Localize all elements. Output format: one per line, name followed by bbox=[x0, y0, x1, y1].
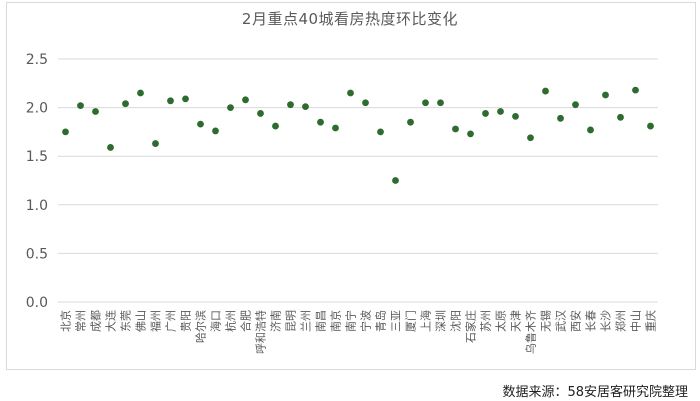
data-point bbox=[467, 130, 474, 138]
data-point bbox=[92, 108, 99, 115]
data-point bbox=[437, 99, 444, 107]
y-tick-label: 0.0 bbox=[26, 295, 48, 311]
y-tick-label: 1.0 bbox=[26, 198, 48, 214]
data-point bbox=[632, 86, 639, 94]
x-category-label: 三亚 bbox=[390, 310, 403, 332]
x-category-label: 大连 bbox=[104, 310, 118, 332]
x-category-label: 哈尔滨 bbox=[194, 310, 208, 343]
x-category-label: 兰州 bbox=[300, 310, 313, 332]
data-point bbox=[137, 89, 144, 97]
x-category-label: 常州 bbox=[75, 310, 88, 332]
x-category-label: 南京 bbox=[329, 310, 343, 332]
x-category-label: 郑州 bbox=[614, 310, 628, 332]
data-point bbox=[452, 125, 459, 133]
data-point bbox=[407, 118, 414, 126]
data-point bbox=[617, 113, 624, 121]
chart-frame bbox=[6, 2, 696, 370]
x-category-label: 厦门 bbox=[404, 310, 418, 332]
x-category-label: 昆明 bbox=[285, 310, 298, 332]
data-point bbox=[197, 120, 204, 128]
x-category-label: 合肥 bbox=[239, 310, 253, 332]
data-point bbox=[482, 110, 489, 117]
y-tick-label: 1.5 bbox=[26, 149, 48, 165]
data-point bbox=[317, 118, 324, 126]
data-point bbox=[527, 134, 534, 142]
data-point bbox=[77, 102, 84, 110]
y-tick-label: 0.5 bbox=[26, 246, 48, 262]
data-point bbox=[542, 87, 549, 95]
x-category-label: 南昌 bbox=[315, 310, 328, 332]
x-category-label: 杭州 bbox=[224, 310, 238, 332]
data-point bbox=[647, 122, 654, 130]
data-point bbox=[242, 96, 249, 104]
data-point bbox=[257, 110, 264, 117]
x-category-label: 乌鲁木齐 bbox=[524, 310, 538, 354]
chart-title: 2月重点40城看房热度环比变化 bbox=[241, 10, 459, 28]
x-category-label: 武汉 bbox=[555, 310, 568, 332]
x-category-label: 太原 bbox=[495, 310, 508, 332]
x-category-label: 南宁 bbox=[344, 310, 358, 332]
x-axis-category-labels: 北京 常州 成都 大连 东莞 佛山 福州 广州 贵阳 哈尔滨 海口 杭州 合肥 呼和浩特 济南 昆明 兰州 南昌南… bbox=[59, 310, 658, 354]
data-point bbox=[302, 103, 309, 111]
x-category-label: 重庆 bbox=[644, 310, 658, 332]
gridlines bbox=[58, 58, 658, 303]
data-points bbox=[62, 86, 654, 184]
data-point bbox=[287, 101, 294, 109]
data-point bbox=[362, 99, 369, 107]
data-point bbox=[182, 95, 189, 103]
data-point bbox=[497, 108, 504, 115]
source-note: 数据来源：58安居客研究院整理 bbox=[502, 385, 688, 400]
data-point bbox=[347, 89, 354, 97]
x-category-label: 石家庄 bbox=[464, 310, 478, 343]
x-category-label: 无锡 bbox=[539, 310, 553, 332]
x-category-label: 广州 bbox=[165, 310, 178, 332]
x-category-label: 苏州 bbox=[480, 310, 493, 332]
data-point bbox=[227, 104, 234, 111]
y-tick-label: 2.0 bbox=[26, 101, 48, 117]
data-point bbox=[122, 100, 129, 108]
y-axis-tick-labels: 0.0 0.5 1.0 1.5 2.0 2.5 bbox=[26, 52, 48, 311]
data-point bbox=[512, 112, 519, 120]
x-category-label: 深圳 bbox=[435, 310, 448, 332]
data-point bbox=[602, 91, 609, 99]
x-category-label: 济南 bbox=[269, 310, 283, 332]
data-point bbox=[377, 128, 384, 136]
data-point bbox=[62, 128, 69, 136]
x-category-label: 长春 bbox=[585, 310, 598, 332]
x-category-label: 呼和浩特 bbox=[254, 310, 268, 354]
y-tick-label: 2.5 bbox=[26, 52, 48, 68]
x-category-label: 海口 bbox=[209, 310, 223, 332]
x-category-label: 沈阳 bbox=[449, 310, 463, 332]
data-point bbox=[107, 144, 114, 151]
x-category-label: 长沙 bbox=[600, 310, 613, 332]
data-point bbox=[572, 101, 579, 109]
x-category-label: 东莞 bbox=[120, 310, 133, 332]
data-point bbox=[587, 126, 594, 134]
data-point bbox=[167, 97, 174, 105]
data-point bbox=[422, 99, 429, 107]
x-category-label: 贵阳 bbox=[180, 310, 193, 332]
x-category-label: 西安 bbox=[569, 310, 583, 332]
data-point bbox=[272, 122, 279, 130]
x-category-label: 天津 bbox=[510, 310, 523, 332]
x-category-label: 宁波 bbox=[359, 310, 373, 332]
data-point bbox=[152, 140, 159, 147]
x-category-label: 福州 bbox=[149, 310, 163, 332]
data-point bbox=[332, 124, 339, 132]
x-category-label: 北京 bbox=[59, 310, 73, 332]
x-category-label: 佛山 bbox=[135, 310, 148, 332]
data-point bbox=[557, 114, 564, 122]
x-category-label: 青岛 bbox=[374, 310, 388, 332]
x-category-label: 成都 bbox=[90, 310, 103, 332]
data-point bbox=[392, 177, 399, 184]
data-point bbox=[212, 127, 219, 135]
x-category-label: 上海 bbox=[419, 310, 433, 332]
x-category-label: 中山 bbox=[630, 310, 643, 332]
